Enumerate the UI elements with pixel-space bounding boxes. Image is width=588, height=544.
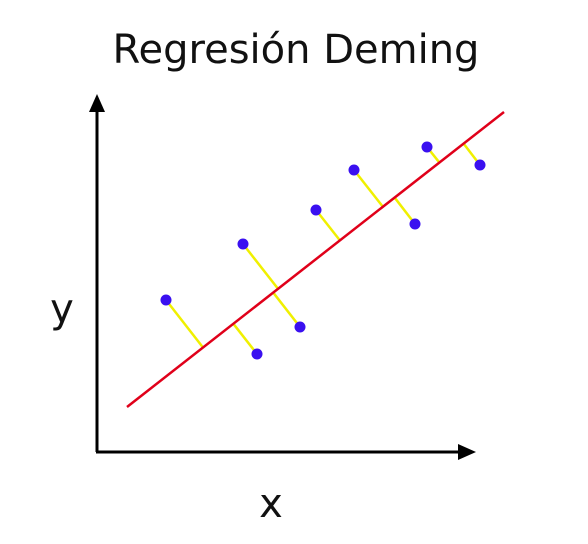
axes [89,94,476,460]
point [474,159,486,171]
residuals [165,143,481,355]
residual [242,243,280,290]
point [421,141,433,153]
point [348,164,360,176]
regression-line [126,111,505,408]
points [160,141,486,360]
residual [165,299,204,349]
point [294,321,306,333]
y-arrow [89,94,105,112]
residual [353,169,384,208]
x-label: x [259,481,283,527]
residual [315,209,341,242]
point [160,294,172,306]
point [237,238,249,250]
point [251,348,263,360]
point [409,218,421,230]
title: Regresión Deming [113,27,480,73]
residual [232,323,258,355]
x-arrow [458,444,476,460]
y-label: y [50,286,74,332]
residual [393,196,416,225]
residual [272,291,301,328]
point [310,204,322,216]
